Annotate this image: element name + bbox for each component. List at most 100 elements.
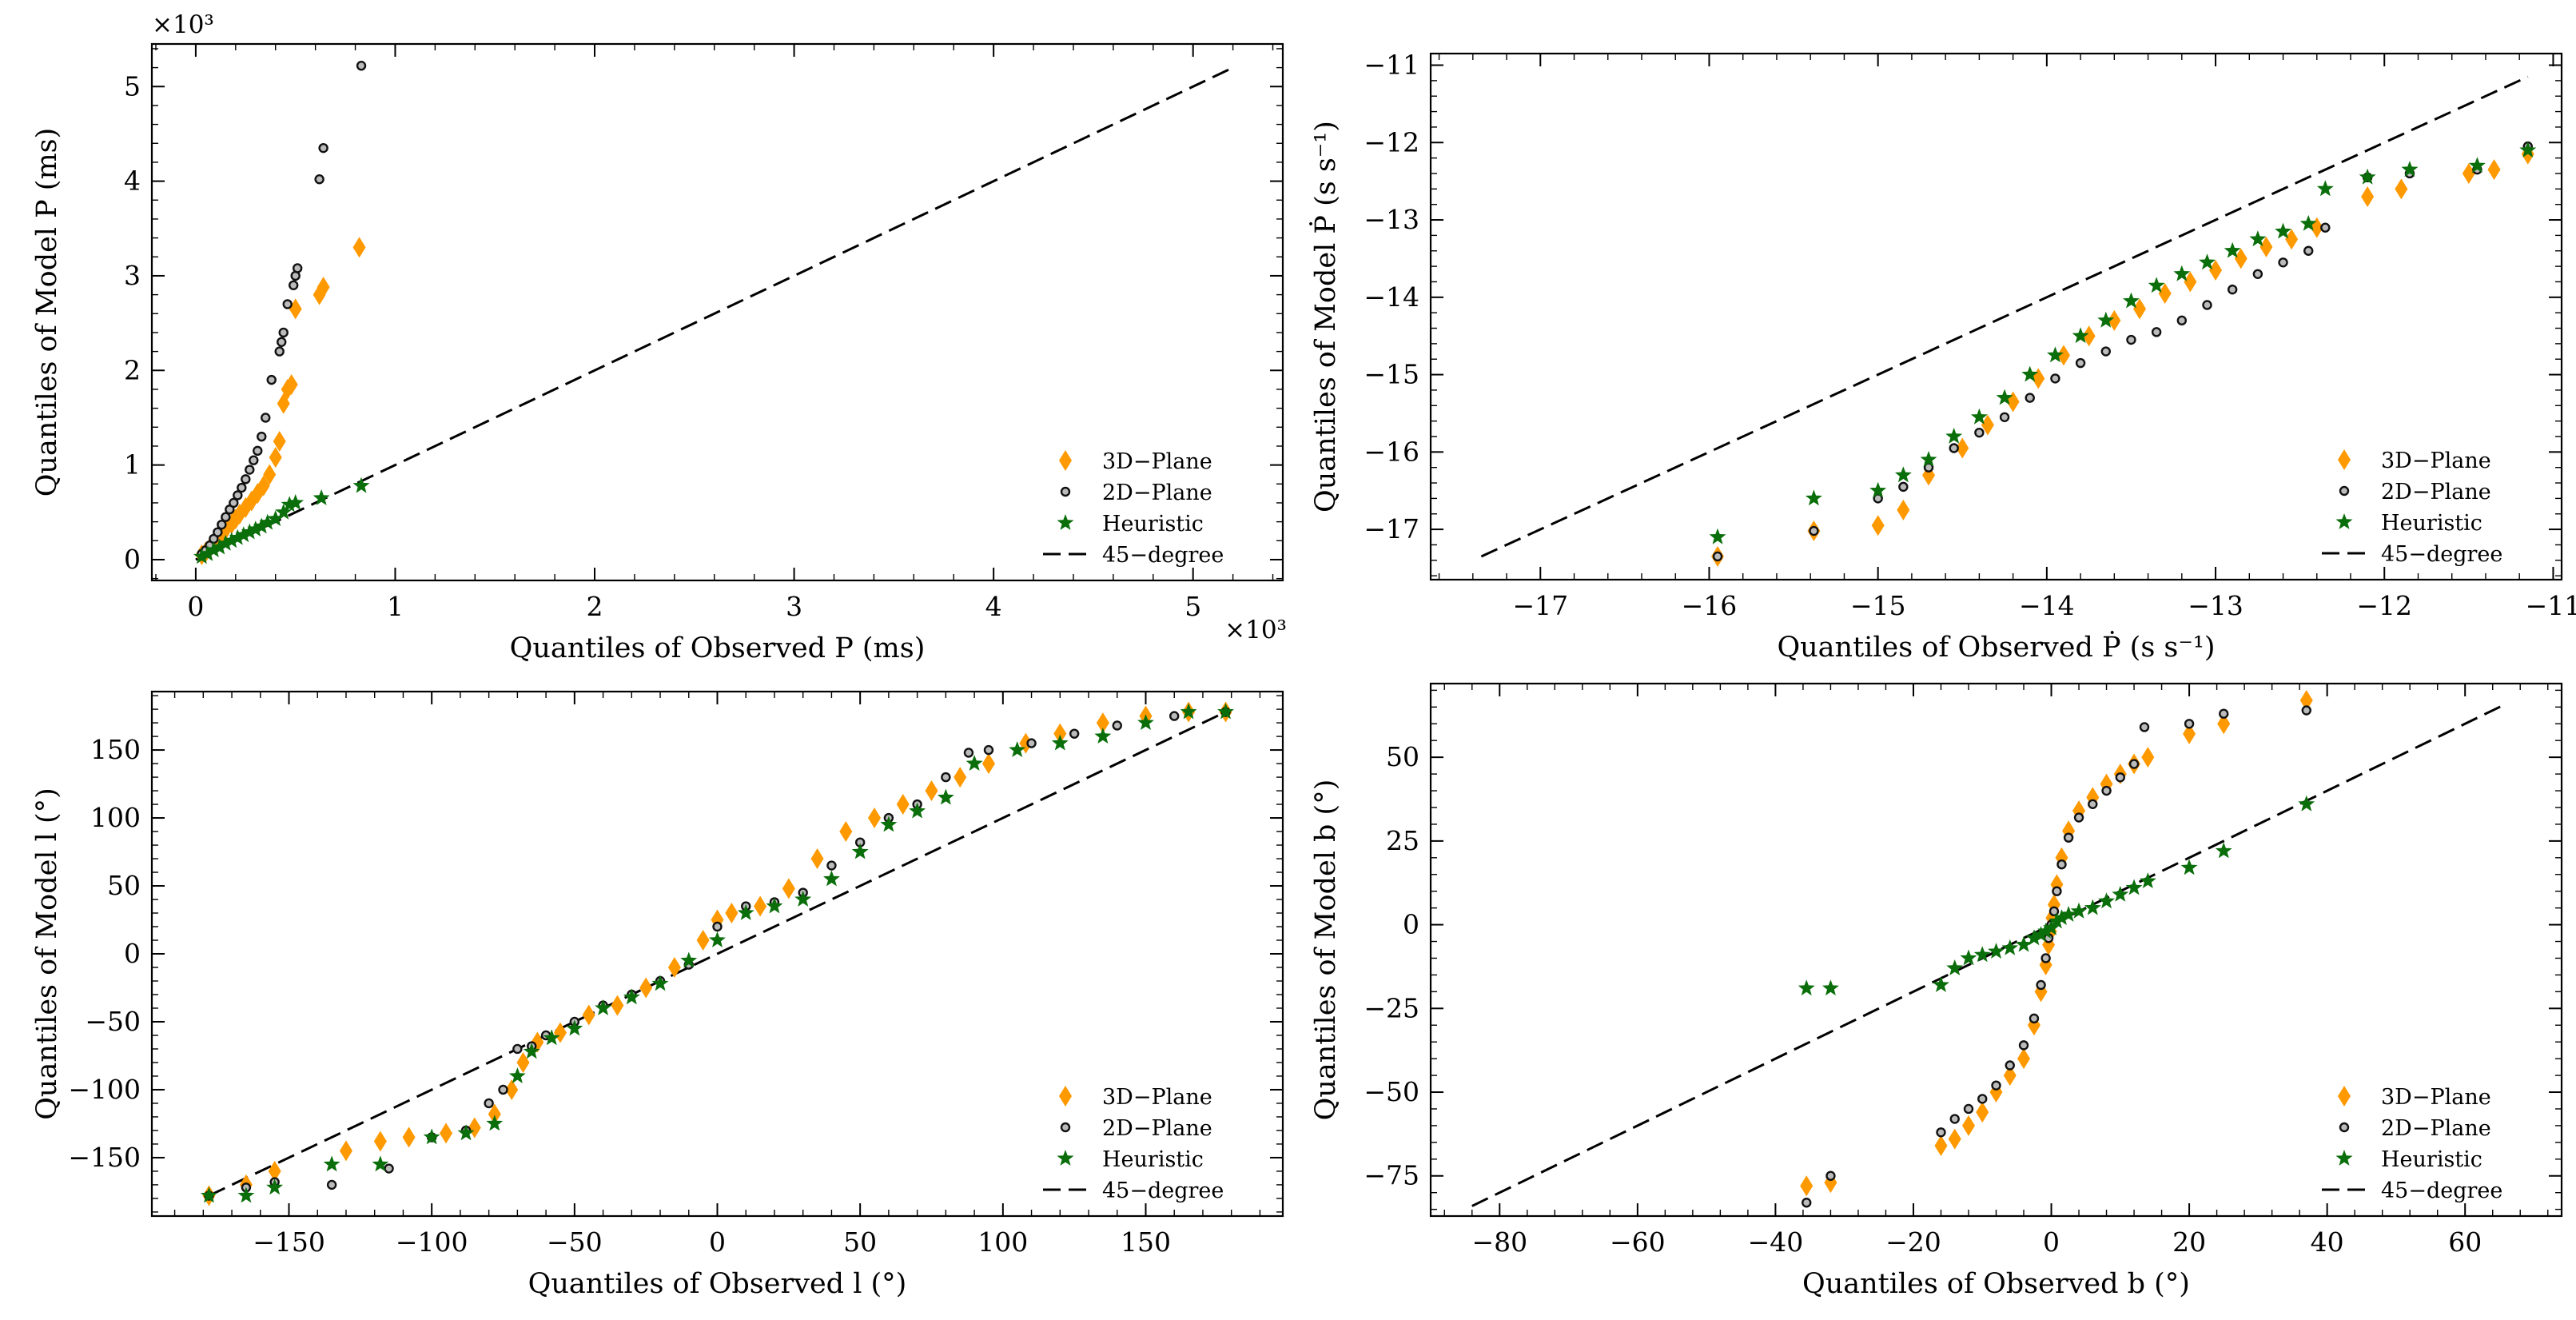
y-tick-label: −12 xyxy=(1364,126,1419,158)
point-diamond xyxy=(2259,236,2273,257)
point-diamond xyxy=(263,464,277,485)
point-diamond xyxy=(402,1127,416,1148)
y-tick-label: 3 xyxy=(124,260,141,291)
point-circle xyxy=(384,1163,394,1174)
point-star xyxy=(2215,842,2232,859)
point-diamond xyxy=(2183,723,2196,744)
point-circle xyxy=(2075,357,2086,369)
point-star xyxy=(566,1019,583,1036)
x-axis-label: Quantiles of Observed Ṗ (s s⁻¹) xyxy=(1777,630,2215,664)
y-tick-label: 2 xyxy=(124,354,141,385)
point-diamond xyxy=(2285,229,2299,250)
point-star xyxy=(2112,885,2129,902)
point-diamond xyxy=(2361,186,2375,208)
point-diamond xyxy=(2082,325,2096,347)
point-circle xyxy=(229,497,239,508)
axes-frame xyxy=(150,42,1284,582)
point-star xyxy=(241,523,258,540)
point-star xyxy=(275,503,293,520)
point-diamond xyxy=(2234,248,2248,269)
point-star xyxy=(1988,943,2005,959)
y-tick-label: −11 xyxy=(1364,50,1419,81)
y-tick-label: 50 xyxy=(1386,741,1419,772)
point-circle xyxy=(318,142,328,154)
point-circle xyxy=(1809,525,1819,536)
point-star xyxy=(2015,935,2033,952)
y-tick-label: −50 xyxy=(85,1006,141,1037)
legend-marker-diamond xyxy=(2338,1086,2351,1107)
legend-label: 3D−Plane xyxy=(2381,1085,2491,1110)
reference-line-45-degree xyxy=(208,711,1227,1197)
legend-label: 2D−Plane xyxy=(2381,480,2491,504)
point-star xyxy=(966,755,983,771)
point-circle xyxy=(2184,719,2195,729)
point-star xyxy=(2519,142,2537,158)
point-star xyxy=(313,489,330,505)
point-star xyxy=(2001,939,2019,955)
point-diamond xyxy=(782,878,795,899)
point-diamond xyxy=(925,780,938,802)
y-tick-label: −17 xyxy=(1364,513,1419,544)
point-circle xyxy=(2219,708,2229,719)
point-star xyxy=(1094,728,1112,744)
point-circle xyxy=(1991,1080,2001,1091)
point-star xyxy=(2199,253,2216,270)
point-circle xyxy=(512,1043,523,1055)
panel-galactic-latitude: −80 −60 −40 −20 0 20 40 60 −75 −50 −25 0 25 50 Quantil… xyxy=(1310,682,2563,1300)
x-tick-label: 5 xyxy=(1184,591,1201,622)
point-circle xyxy=(1802,1198,1812,1208)
y-tick-label: −16 xyxy=(1364,436,1419,467)
point-star xyxy=(2123,292,2140,309)
point-diamond xyxy=(868,808,882,829)
legend-marker-star xyxy=(1057,514,1074,530)
point-diamond xyxy=(2108,309,2121,331)
legend-marker-circle xyxy=(2339,485,2350,496)
point-circle xyxy=(1974,427,1985,438)
legend-marker-star xyxy=(2335,513,2353,529)
point-circle xyxy=(233,490,243,500)
x-tick-label: −13 xyxy=(2188,590,2244,621)
point-star xyxy=(193,548,210,564)
x-tick-label: −20 xyxy=(1885,1226,1941,1258)
point-star xyxy=(2072,327,2089,344)
point-circle xyxy=(1949,1114,1960,1124)
legend-label: Heuristic xyxy=(1102,512,1204,536)
point-circle xyxy=(356,61,367,71)
panel-period-derivative: −17 −16 −15 −14 −13 −12 −11 −17 −16 −15 −14 −13 −12 −… xyxy=(1308,50,2576,664)
y-tick-label: 0 xyxy=(124,938,141,969)
point-diamond xyxy=(273,431,286,453)
point-diamond xyxy=(285,374,298,396)
point-star xyxy=(2298,795,2315,812)
point-diamond xyxy=(954,767,967,788)
panel-galactic-longitude: −150 −100 −50 0 50 100 150 −150 −100 −50 0 50 100 150… xyxy=(31,690,1284,1300)
point-circle xyxy=(2252,269,2263,279)
legend-label: 2D−Plane xyxy=(2381,1116,2491,1141)
point-diamond xyxy=(2003,1065,2017,1087)
point-star xyxy=(457,1124,475,1141)
point-diamond xyxy=(317,277,330,298)
legend-marker-diamond xyxy=(2338,449,2351,470)
point-circle xyxy=(712,921,723,932)
point-diamond xyxy=(1961,1115,1975,1136)
point-diamond xyxy=(1981,414,1994,436)
point-star xyxy=(794,891,812,907)
legend-label: Heuristic xyxy=(2381,511,2482,536)
point-diamond xyxy=(488,1103,501,1125)
point-circle xyxy=(277,337,287,347)
point-circle xyxy=(2040,953,2051,963)
point-circle xyxy=(2151,327,2162,337)
point-star xyxy=(2048,912,2065,929)
point-star xyxy=(235,526,253,543)
point-circle xyxy=(2128,759,2140,769)
point-diamond xyxy=(725,903,739,924)
point-circle xyxy=(1169,711,1180,721)
point-circle xyxy=(2005,1060,2015,1071)
x-tick-label: 0 xyxy=(187,591,204,622)
point-circle xyxy=(2036,979,2046,991)
point-star xyxy=(2173,265,2191,281)
legend-label: 2D−Plane xyxy=(1102,481,1212,505)
point-diamond xyxy=(468,1117,481,1139)
point-circle xyxy=(1873,493,1883,504)
x-tick-label: −11 xyxy=(2526,590,2576,621)
x-tick-label: −15 xyxy=(1850,590,1906,621)
